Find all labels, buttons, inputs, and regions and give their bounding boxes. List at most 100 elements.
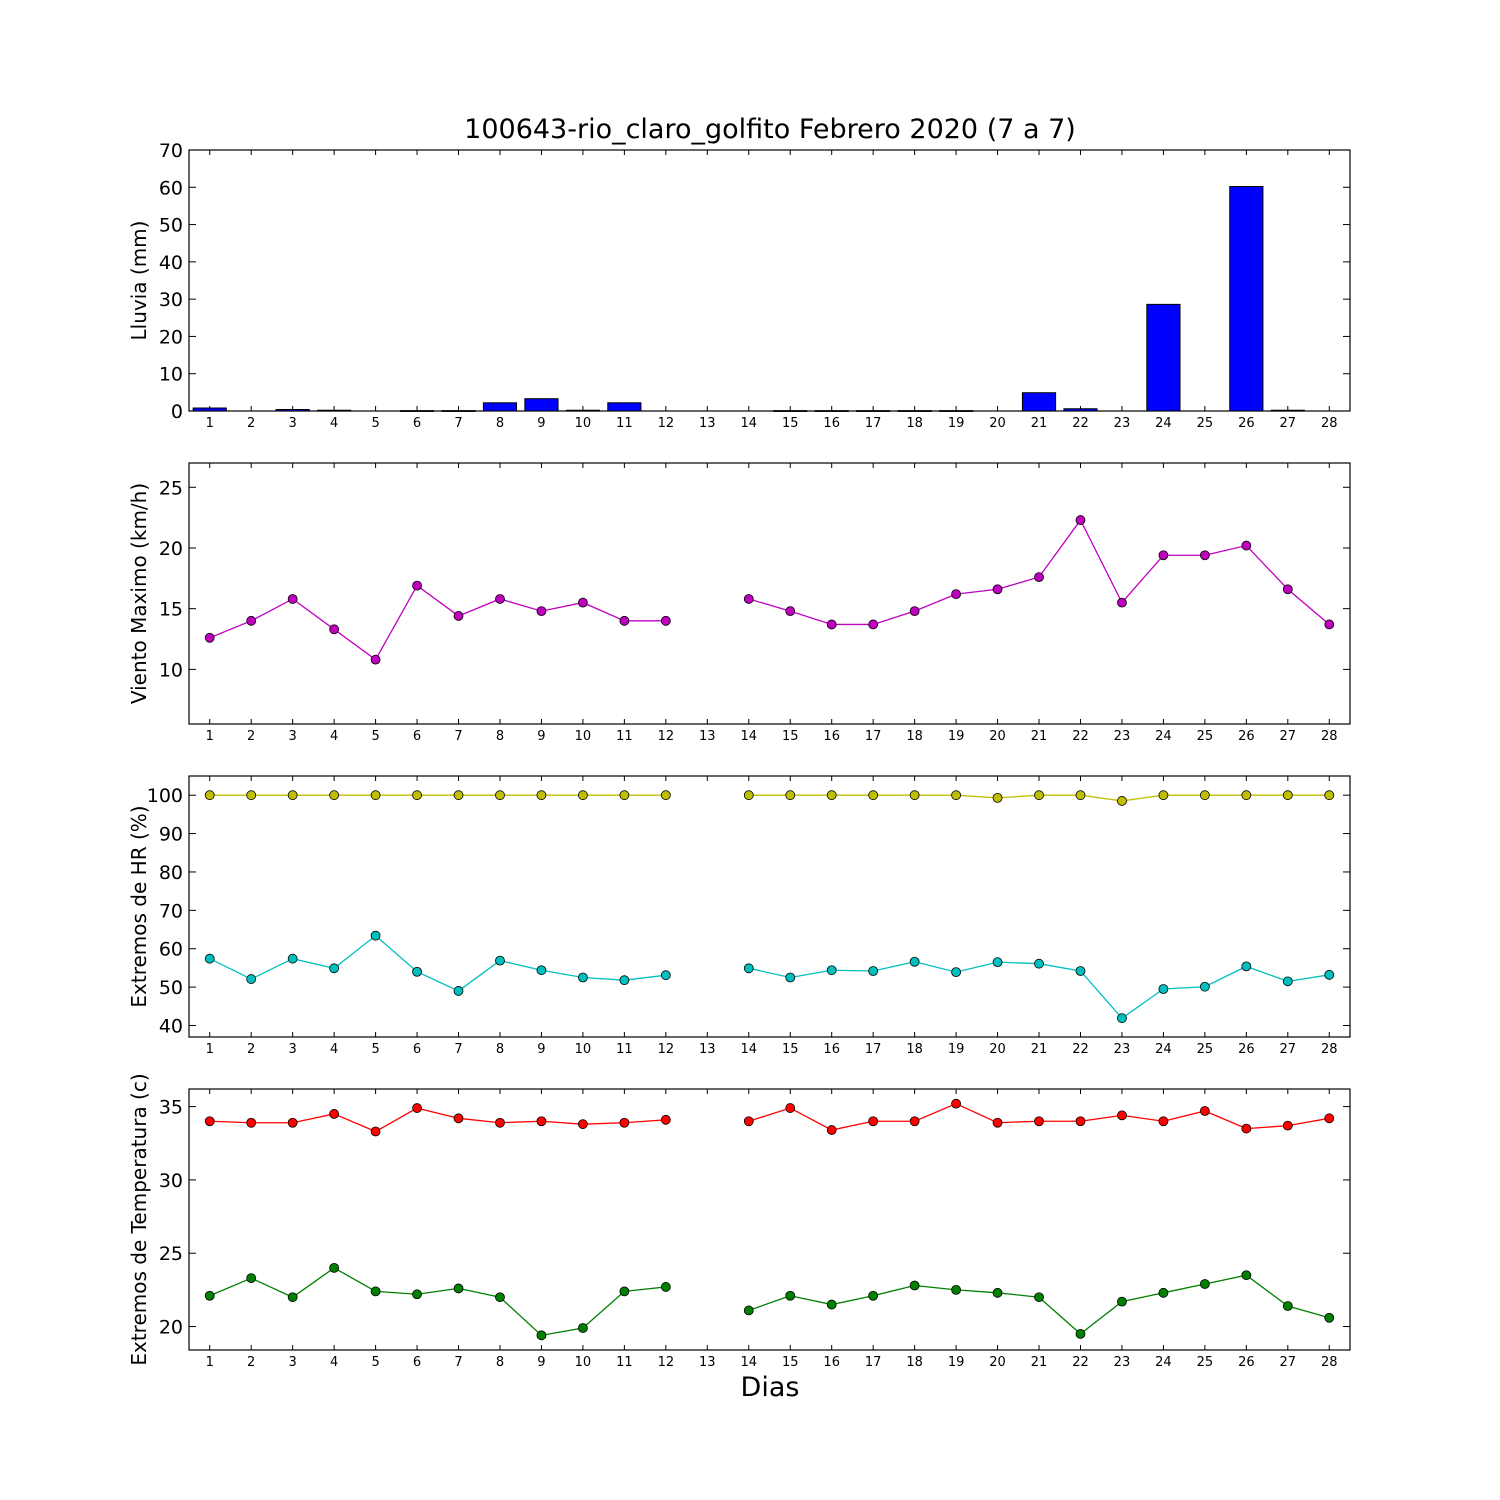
temperature-x-tick-label: 3 <box>289 1355 297 1370</box>
temperature-plot-frame <box>188 1088 1351 1351</box>
humidity-y-tick-label: 80 <box>159 862 183 884</box>
temperature-data-point <box>1034 1292 1044 1303</box>
humidity-data-point <box>1199 790 1210 801</box>
humidity-y-tick-label: 50 <box>159 977 183 999</box>
humidity-x-tick-label: 1 <box>206 1042 214 1057</box>
humidity-data-point <box>660 790 671 801</box>
wind-data-point <box>246 615 257 626</box>
wind-x-tick-label: 26 <box>1238 729 1255 744</box>
temperature-data-point <box>287 1292 298 1303</box>
humidity-y-tick-label: 90 <box>159 824 183 846</box>
humidity-data-point <box>1034 790 1044 801</box>
humidity-data-point <box>1158 984 1169 994</box>
wind-x-tick-label: 14 <box>740 729 757 744</box>
temperature-data-point <box>1199 1106 1210 1116</box>
wind-data-point <box>743 594 754 604</box>
wind-x-tick-label: 12 <box>658 729 675 744</box>
humidity-x-tick-label: 4 <box>330 1042 338 1057</box>
rain-x-tick-label: 26 <box>1238 416 1255 431</box>
wind-data-point <box>1034 572 1044 583</box>
rain-x-tick-label: 24 <box>1155 416 1172 431</box>
wind-data-point <box>536 606 547 617</box>
humidity-data-point <box>1282 976 1293 987</box>
wind-x-tick-label: 2 <box>247 729 255 744</box>
wind-x-tick-label: 1 <box>206 729 214 744</box>
humidity-x-tick-label: 16 <box>823 1042 840 1057</box>
humidity-data-point <box>287 790 298 801</box>
humidity-x-tick-label: 24 <box>1155 1042 1172 1057</box>
wind-x-tick-label: 13 <box>699 729 716 744</box>
rain-bar <box>275 409 310 412</box>
wind-data-point <box>1282 584 1293 595</box>
humidity-data-point <box>370 790 381 801</box>
wind-x-tick-label: 25 <box>1197 729 1214 744</box>
temperature-x-tick-label: 14 <box>740 1355 757 1370</box>
temperature-data-point <box>246 1117 257 1128</box>
temperature-data-point <box>1282 1301 1293 1311</box>
wind-x-tick-label: 22 <box>1072 729 1089 744</box>
wind-x-tick-label: 17 <box>865 729 882 744</box>
wind-data-point <box>578 597 588 608</box>
rain-bar <box>773 410 808 412</box>
humidity-data-point <box>246 790 257 801</box>
rain-bar <box>399 410 435 412</box>
rain-bar <box>1146 303 1181 412</box>
temperature-data-point <box>951 1284 961 1295</box>
humidity-data-point <box>329 790 340 801</box>
wind-y-tick-label: 10 <box>159 659 183 681</box>
temperature-data-point <box>1241 1123 1252 1134</box>
rain-x-tick-label: 9 <box>537 416 545 431</box>
temperature-data-point <box>909 1280 920 1291</box>
temperature-data-point <box>287 1117 298 1128</box>
temperature-data-point <box>619 1117 630 1128</box>
temperature-x-tick-label: 10 <box>575 1355 592 1370</box>
humidity-data-point <box>453 790 464 801</box>
temperature-x-tick-label: 21 <box>1031 1355 1048 1370</box>
rain-bar <box>482 402 518 412</box>
rain-bar <box>814 410 849 412</box>
temperature-x-tick-label: 27 <box>1280 1355 1297 1370</box>
humidity-data-point <box>1282 790 1293 801</box>
humidity-data-point <box>495 955 505 966</box>
rain-y-tick-label: 50 <box>159 215 183 237</box>
rain-bar <box>1270 409 1305 412</box>
temperature-x-tick-label: 22 <box>1072 1355 1089 1370</box>
rain-x-tick-label: 8 <box>496 416 504 431</box>
humidity-x-tick-label: 14 <box>740 1042 757 1057</box>
humidity-x-tick-label: 8 <box>496 1042 504 1057</box>
temperature-series-line-2 <box>209 1267 666 1337</box>
wind-data-point <box>826 619 837 630</box>
rain-x-tick-label: 22 <box>1072 416 1089 431</box>
humidity-data-point <box>868 790 879 801</box>
humidity-data-point <box>1199 981 1210 992</box>
rain-bar <box>524 398 559 412</box>
humidity-x-tick-label: 12 <box>658 1042 675 1057</box>
temperature-data-point <box>619 1286 630 1297</box>
temperature-data-point <box>826 1299 837 1310</box>
rain-x-tick-label: 13 <box>699 416 716 431</box>
temperature-data-point <box>1158 1116 1169 1127</box>
wind-data-point <box>1241 540 1252 551</box>
wind-x-tick-label: 4 <box>330 729 338 744</box>
wind-data-point <box>1158 550 1169 561</box>
temperature-x-tick-label: 5 <box>371 1355 379 1370</box>
rain-x-tick-label: 18 <box>906 416 923 431</box>
wind-data-point <box>785 606 796 617</box>
temperature-x-tick-label: 12 <box>658 1355 675 1370</box>
temperature-data-point <box>1075 1328 1086 1339</box>
humidity-x-tick-label: 20 <box>989 1042 1006 1057</box>
wind-y-tick-label: 25 <box>159 477 183 499</box>
rain-x-tick-label: 11 <box>616 416 633 431</box>
rain-bar <box>856 410 891 412</box>
temperature-y-tick-label: 25 <box>159 1243 183 1265</box>
humidity-y-tick-label: 70 <box>159 900 183 922</box>
rain-x-tick-label: 20 <box>989 416 1006 431</box>
wind-data-point <box>660 615 671 626</box>
temperature-x-tick-label: 9 <box>537 1355 545 1370</box>
humidity-x-tick-label: 21 <box>1031 1042 1048 1057</box>
temperature-data-point <box>909 1116 920 1127</box>
temperature-data-point <box>868 1116 879 1127</box>
wind-x-tick-label: 3 <box>289 729 297 744</box>
humidity-data-point <box>536 965 547 976</box>
rain-bar <box>565 409 600 412</box>
